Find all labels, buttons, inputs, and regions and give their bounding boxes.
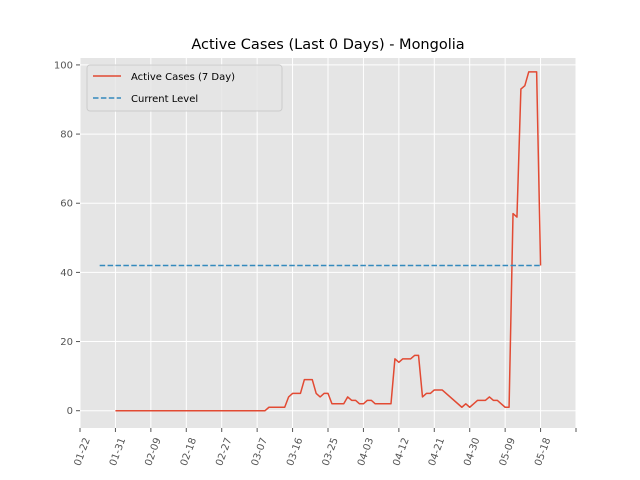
legend-box xyxy=(86,64,283,112)
y-axis: 0 20 40 60 80 100 xyxy=(54,60,80,417)
y-tick-label: 100 xyxy=(54,60,73,71)
legend-label-active-cases: Active Cases (7 Day) xyxy=(131,72,235,83)
legend: Active Cases (7 Day) Current Level xyxy=(86,64,283,112)
y-tick-label: 0 xyxy=(67,406,73,417)
y-tick-label: 20 xyxy=(60,337,73,348)
legend-label-current-level: Current Level xyxy=(131,94,198,105)
y-tick-label: 40 xyxy=(60,268,73,279)
y-tick-label: 80 xyxy=(60,130,73,141)
series-layer xyxy=(99,71,542,412)
y-tick-label: 60 xyxy=(60,199,73,210)
chart-title: Active Cases (Last 0 Days) - Mongolia xyxy=(191,37,464,53)
series-line-active-cases xyxy=(115,71,542,412)
x-gridlines xyxy=(79,58,577,428)
